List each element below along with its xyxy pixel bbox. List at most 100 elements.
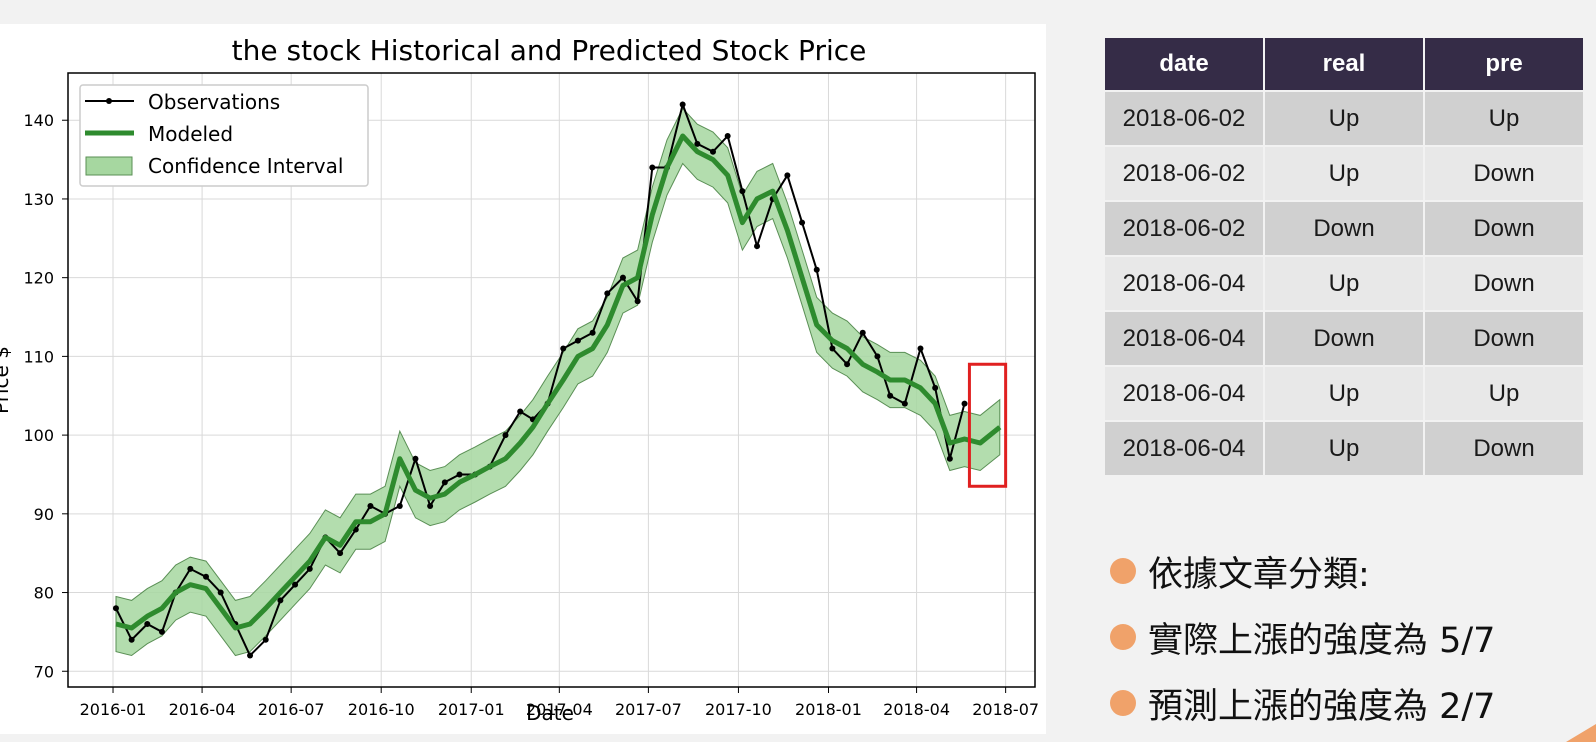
- observation-point: [203, 573, 210, 580]
- observation-point: [128, 636, 135, 643]
- observation-point: [946, 455, 953, 462]
- observation-point: [456, 471, 463, 478]
- observation-point: [859, 329, 866, 336]
- observation-point: [799, 219, 806, 226]
- observation-point: [247, 652, 254, 659]
- y-tick-label: 70: [34, 662, 54, 681]
- observation-point: [829, 345, 836, 352]
- observation-point: [961, 400, 968, 407]
- bullet-text: 預測上漲的強度為 2/7: [1148, 686, 1496, 727]
- header-real: real: [1265, 38, 1423, 90]
- modeled-line: [115, 133, 1002, 631]
- observation-point: [441, 479, 448, 486]
- bullet-text: 依據文章分類:: [1148, 554, 1370, 595]
- bullet-dot-icon: [1110, 624, 1136, 650]
- cell-date: 2018-06-02: [1105, 147, 1263, 200]
- cell-real: Up: [1265, 257, 1423, 310]
- header-pre: pre: [1425, 38, 1583, 90]
- cell-date: 2018-06-04: [1105, 312, 1263, 365]
- y-tick-label: 100: [23, 426, 54, 445]
- cell-pre: Down: [1425, 422, 1583, 475]
- x-tick-label: 2016-07: [258, 700, 325, 719]
- x-tick-label: 2017-04: [526, 700, 593, 719]
- cell-real: Up: [1265, 422, 1423, 475]
- cell-pre: Down: [1425, 312, 1583, 365]
- observation-point: [724, 132, 731, 139]
- cell-real: Up: [1265, 92, 1423, 145]
- x-tick-label: 2018-07: [972, 700, 1039, 719]
- observation-point: [217, 589, 224, 596]
- observation-point: [709, 148, 716, 155]
- cell-real: Up: [1265, 147, 1423, 200]
- observation-point: [112, 605, 119, 612]
- cell-pre: Up: [1425, 367, 1583, 420]
- y-axis-ticks: 70 80 90 100 110 120 130 140: [23, 111, 68, 681]
- table-row: 2018-06-02 Up Up: [1105, 92, 1583, 145]
- table-row: 2018-06-04 Up Down: [1105, 422, 1583, 475]
- table-row: 2018-06-02 Up Down: [1105, 147, 1583, 200]
- observation-point: [517, 408, 524, 415]
- x-tick-label: 2016-10: [348, 700, 415, 719]
- observation-point: [694, 140, 701, 147]
- bullet-dot-icon: [1110, 558, 1136, 584]
- observation-point: [396, 502, 403, 509]
- observation-point: [589, 329, 596, 336]
- y-tick-label: 80: [34, 584, 54, 603]
- observation-point: [813, 266, 820, 273]
- observation-point: [158, 628, 165, 635]
- grid: [68, 73, 1035, 687]
- observation-point: [679, 101, 686, 108]
- confidence-band-layer: [115, 107, 1001, 657]
- observation-point: [649, 164, 656, 171]
- stock-price-chart: the stock Historical and Predicted Stock…: [0, 34, 1039, 725]
- corner-accent: [1566, 724, 1596, 742]
- chart-panel: the stock Historical and Predicted Stock…: [0, 24, 1046, 734]
- observation-point: [574, 337, 581, 344]
- modeled-layer: [115, 133, 1002, 631]
- observation-point: [887, 392, 894, 399]
- cell-pre: Down: [1425, 202, 1583, 255]
- cell-pre: Down: [1425, 147, 1583, 200]
- observation-point: [874, 353, 881, 360]
- x-tick-label: 2016-04: [169, 700, 236, 719]
- x-axis-ticks: 2016-01 2016-04 2016-07 2016-10 2017-01 2017-…: [80, 687, 1039, 719]
- header-date: date: [1105, 38, 1263, 90]
- observation-point: [784, 172, 791, 179]
- x-tick-label: 2017-01: [438, 700, 505, 719]
- cell-date: 2018-06-02: [1105, 202, 1263, 255]
- cell-date: 2018-06-02: [1105, 92, 1263, 145]
- x-tick-label: 2017-10: [705, 700, 772, 719]
- bullet-text: 實際上漲的強度為 5/7: [1148, 620, 1496, 661]
- plot-frame: [67, 72, 1036, 688]
- observation-point: [306, 565, 313, 572]
- chart-title: the stock Historical and Predicted Stock…: [232, 34, 867, 67]
- observation-point: [427, 502, 434, 509]
- legend-observations-label: Observations: [148, 90, 280, 114]
- confidence-band: [115, 107, 1001, 657]
- observation-point: [292, 581, 299, 588]
- summary-bullets: 依據文章分類: 實際上漲的強度為 5/7 預測上漲的強度為 2/7: [1110, 538, 1495, 736]
- observation-point: [412, 455, 419, 462]
- x-tick-label: 2016-01: [80, 700, 147, 719]
- cell-real: Down: [1265, 312, 1423, 365]
- legend-frame: [79, 84, 369, 187]
- table-row: 2018-06-04 Up Down: [1105, 257, 1583, 310]
- observation-point: [619, 274, 626, 281]
- y-tick-label: 110: [23, 347, 54, 366]
- cell-date: 2018-06-04: [1105, 257, 1263, 310]
- prediction-table: date real pre 2018-06-02 Up Up 2018-06-0…: [1103, 36, 1585, 477]
- x-tick-label: 2017-07: [615, 700, 682, 719]
- legend-modeled-label: Modeled: [148, 122, 233, 146]
- observation-point: [560, 345, 567, 352]
- cell-pre: Down: [1425, 257, 1583, 310]
- observation-point: [901, 400, 908, 407]
- y-axis-label: Price $: [0, 346, 13, 414]
- bullet-dot-icon: [1110, 690, 1136, 716]
- x-axis-label: Date: [526, 701, 574, 725]
- observation-point: [634, 298, 641, 305]
- legend-observations-marker: [106, 98, 112, 104]
- y-tick-label: 130: [23, 190, 54, 209]
- list-item: 實際上漲的強度為 5/7: [1110, 604, 1495, 670]
- observation-point: [502, 432, 509, 439]
- observation-point: [917, 345, 924, 352]
